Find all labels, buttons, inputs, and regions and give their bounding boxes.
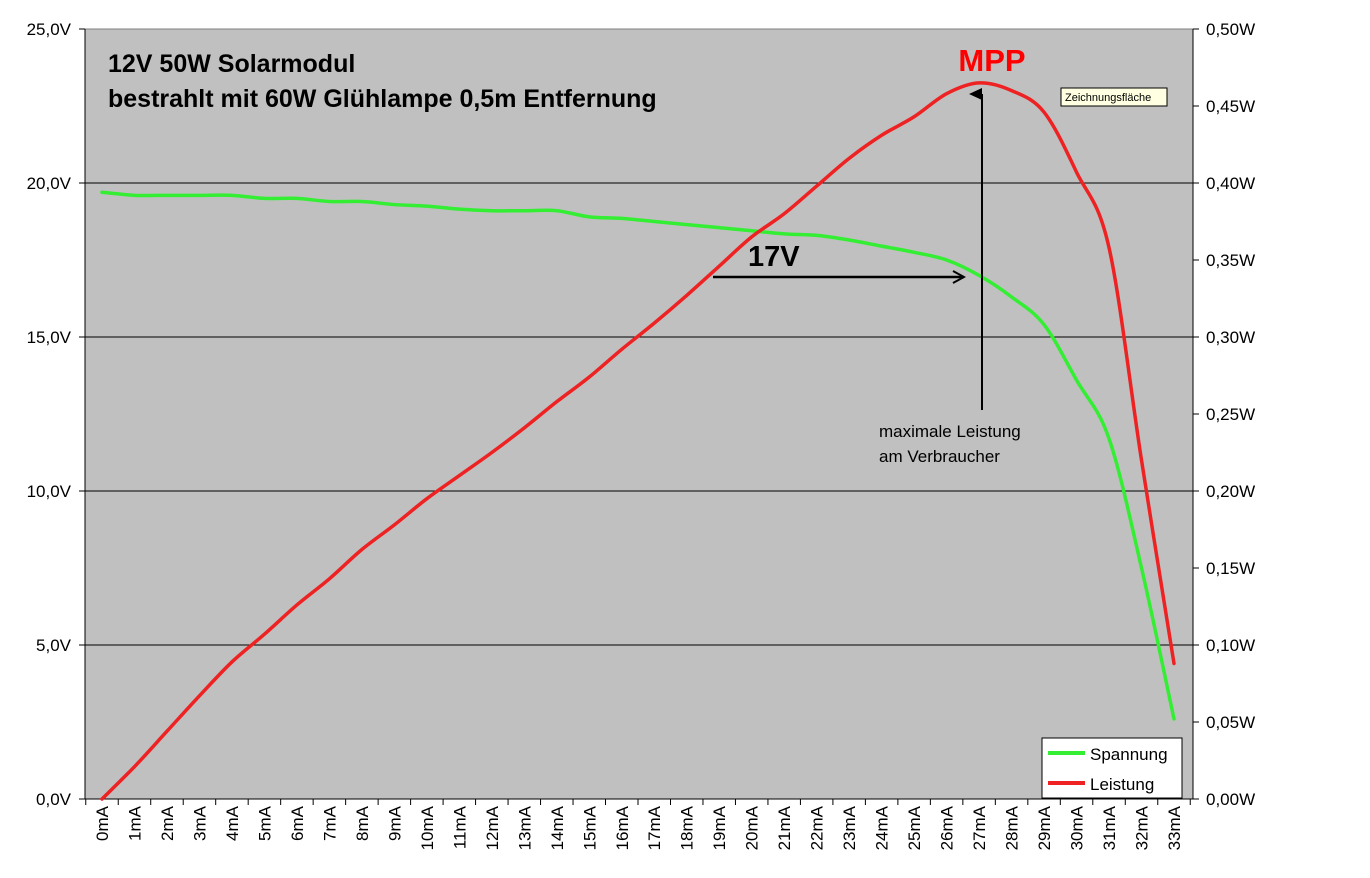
right-tick-label: 0,40W [1206,174,1255,193]
x-tick-label: 31mA [1100,805,1119,850]
x-tick-label: 24mA [873,805,892,850]
x-tick-label: 18mA [678,805,697,850]
mpp-note-line2: am Verbraucher [879,447,1000,466]
x-tick-label: 12mA [483,805,502,850]
plot-area-tooltip: Zeichnungsfläche [1060,87,1168,107]
x-tick-label: 21mA [775,805,794,850]
x-tick-label: 13mA [515,805,534,850]
legend[interactable]: Spannung Leistung [1041,737,1183,799]
x-tick-label: 6mA [288,805,307,841]
right-tick-label: 0,25W [1206,405,1255,424]
x-tick-label: 17mA [645,805,664,850]
x-axis-ticks: 0mA 1mA 2mA 3mA 4mA 5mA 6mA 7mA 8mA 9mA 10mA 11mA 12… [85,799,1191,850]
x-tick-label: 15mA [580,805,599,850]
x-tick-label: 1mA [125,805,144,841]
x-tick-label: 30mA [1068,805,1087,850]
right-tick-label: 0,35W [1206,251,1255,270]
left-axis-ticks: 0,0V 5,0V 10,0V 15,0V 20,0V 25,0V [27,20,85,809]
series-line-spannung[interactable] [100,190,1176,721]
right-tick-label: 0,50W [1206,20,1255,39]
legend-label-spannung: Spannung [1090,745,1168,764]
legend-label-leistung: Leistung [1090,775,1154,794]
x-tick-label: 29mA [1035,805,1054,850]
tooltip-text: Zeichnungsfläche [1065,92,1151,104]
x-tick-label: 19mA [710,805,729,850]
tooltip-box [1060,87,1168,107]
left-tick-label: 20,0V [27,174,72,193]
right-tick-label: 0,20W [1206,482,1255,501]
right-tick-label: 0,45W [1206,97,1255,116]
plot-area[interactable] [84,28,1194,800]
x-tick-label: 11mA [450,805,469,849]
x-tick-label: 25mA [905,805,924,850]
left-tick-label: 0,0V [36,790,72,809]
right-axis-ticks: 0,00W 0,05W 0,10W 0,15W 0,20W 0,25W 0,30W 0,35W… [1193,20,1255,809]
x-tick-label: 32mA [1133,805,1152,850]
series-lines [100,81,1176,801]
x-tick-label: 3mA [190,805,209,841]
mpp-label: MPP [958,43,1025,78]
x-tick-label: 0mA [93,805,112,841]
x-tick-label: 2mA [158,805,177,841]
x-tick-label: 33mA [1165,805,1184,850]
chart-title-line2: bestrahlt mit 60W Glühlampe 0,5m Entfern… [108,85,657,113]
x-tick-label: 20mA [743,805,762,850]
right-tick-label: 0,15W [1206,559,1255,578]
x-tick-label: 8mA [353,805,372,841]
left-tick-label: 5,0V [36,636,72,655]
x-tick-label: 22mA [808,805,827,850]
legend-box [1041,737,1183,799]
x-tick-label: 23mA [840,805,859,850]
mpp-note-line1: maximale Leistung [879,422,1021,441]
left-tick-label: 15,0V [27,328,72,347]
x-tick-label: 7mA [320,805,339,841]
voltage-17v-label: 17V [748,241,800,273]
right-tick-label: 0,05W [1206,713,1255,732]
x-tick-label: 5mA [255,805,274,841]
x-tick-label: 26mA [938,805,957,850]
right-tick-label: 0,00W [1206,790,1255,809]
x-tick-label: 10mA [418,805,437,850]
x-tick-label: 16mA [613,805,632,850]
left-tick-label: 25,0V [27,20,72,39]
left-tick-label: 10,0V [27,482,72,501]
right-tick-label: 0,30W [1206,328,1255,347]
x-tick-label: 14mA [548,805,567,850]
x-tick-label: 28mA [1003,805,1022,850]
x-tick-label: 4mA [223,805,242,841]
series-line-leistung[interactable] [100,81,1176,801]
chart-title-line1: 12V 50W Solarmodul [108,50,355,78]
x-tick-label: 9mA [385,805,404,841]
x-tick-label: 27mA [970,805,989,850]
right-tick-label: 0,10W [1206,636,1255,655]
